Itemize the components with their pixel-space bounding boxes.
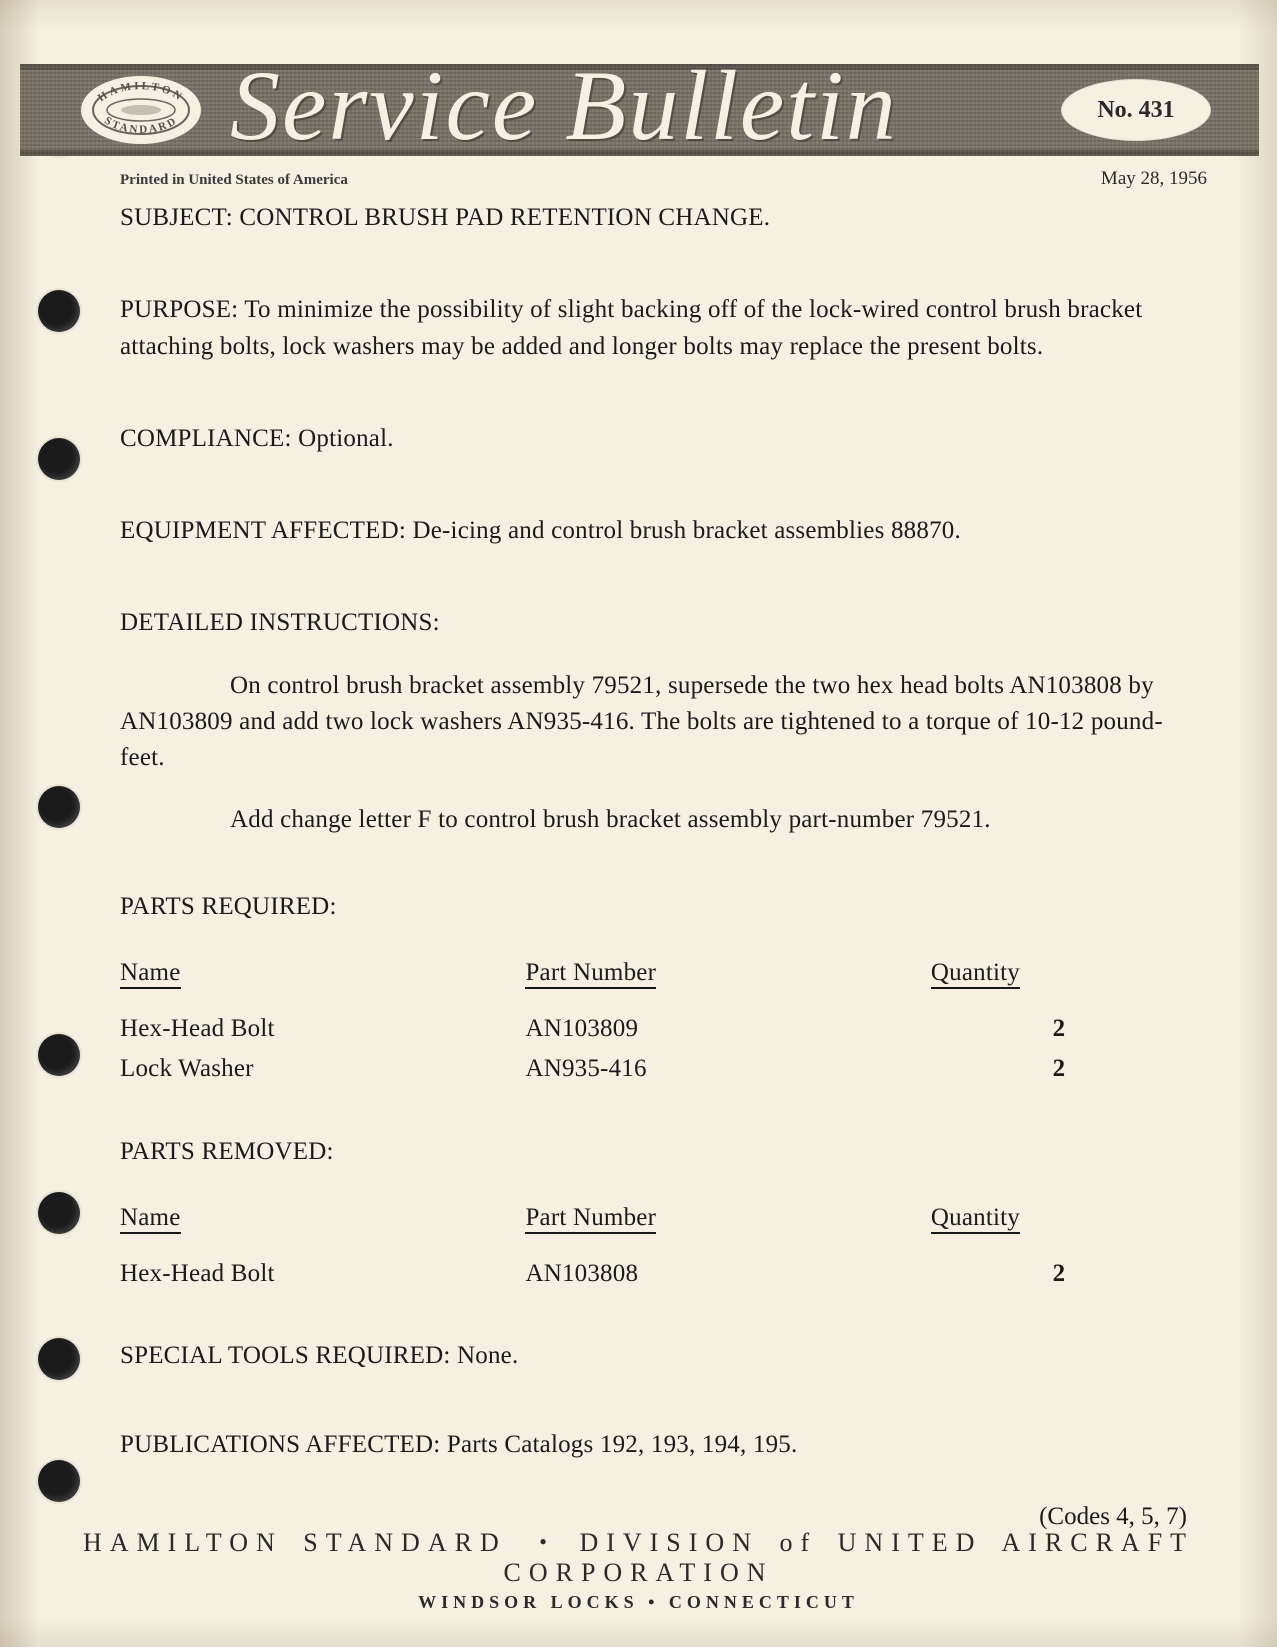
footer-division: DIVISION of UNITED AIRCRAFT CORPORATION	[503, 1528, 1194, 1587]
publications-section: PUBLICATIONS AFFECTED: Parts Catalogs 19…	[120, 1427, 1187, 1463]
compliance-text: Optional.	[298, 425, 394, 452]
part-name: Lock Washer	[120, 1049, 525, 1089]
col-qty-header: Quantity	[931, 1204, 1020, 1234]
instructions-para-2: Add change letter F to control brush bra…	[120, 802, 1187, 838]
punch-hole	[38, 1034, 80, 1076]
table-row: Lock Washer AN935-416 2	[120, 1049, 1187, 1089]
compliance-label: COMPLIANCE:	[120, 425, 292, 452]
header-banner: HAMILTON STANDARD Service Bulletin No. 4…	[20, 64, 1259, 156]
purpose-text: To minimize the possibility of slight ba…	[120, 296, 1142, 359]
col-part-header: Part Number	[525, 959, 656, 989]
col-part-header: Part Number	[525, 1204, 656, 1234]
subject-label: SUBJECT:	[120, 204, 233, 231]
part-number: AN103809	[525, 1009, 930, 1049]
table-row: Hex-Head Bolt AN103808 2	[120, 1254, 1187, 1294]
part-number: AN935-416	[525, 1049, 930, 1089]
codes: (Codes 4, 5, 7)	[1039, 1503, 1187, 1531]
instructions-section: DETAILED INSTRUCTIONS: On control brush …	[120, 605, 1187, 838]
part-name: Hex-Head Bolt	[120, 1009, 525, 1049]
purpose-section: PURPOSE: To minimize the possibility of …	[120, 292, 1187, 365]
parts-required-table: Name Part Number Quantity Hex-Head Bolt …	[120, 951, 1187, 1090]
subject-text: CONTROL BRUSH PAD RETENTION CHANGE.	[239, 204, 770, 231]
col-name-header: Name	[120, 959, 181, 989]
special-tools-label: SPECIAL TOOLS REQUIRED:	[120, 1342, 451, 1369]
parts-removed-section: PARTS REMOVED: Name Part Number Quantity…	[120, 1134, 1187, 1295]
parts-required-section: PARTS REQUIRED: Name Part Number Quantit…	[120, 889, 1187, 1090]
parts-required-label: PARTS REQUIRED:	[120, 889, 1187, 925]
col-name-header: Name	[120, 1204, 181, 1234]
equipment-text: De-icing and control brush bracket assem…	[412, 517, 960, 544]
printed-in: Printed in United States of America	[120, 172, 348, 189]
part-qty: 2	[931, 1049, 1187, 1089]
punch-hole	[38, 786, 80, 828]
parts-removed-label: PARTS REMOVED:	[120, 1134, 1187, 1170]
instructions-label: DETAILED INSTRUCTIONS:	[120, 605, 1187, 641]
part-qty: 2	[931, 1009, 1187, 1049]
purpose-label: PURPOSE:	[120, 296, 238, 323]
compliance-section: COMPLIANCE: Optional.	[120, 421, 1187, 457]
publications-label: PUBLICATIONS AFFECTED:	[120, 1431, 440, 1458]
special-tools-section: SPECIAL TOOLS REQUIRED: None.	[120, 1338, 1187, 1374]
equipment-label: EQUIPMENT AFFECTED:	[120, 517, 406, 544]
equipment-section: EQUIPMENT AFFECTED: De-icing and control…	[120, 513, 1187, 549]
subject-section: SUBJECT: CONTROL BRUSH PAD RETENTION CHA…	[120, 200, 1187, 236]
part-qty: 2	[931, 1254, 1187, 1294]
issue-date: May 28, 1956	[1101, 168, 1207, 190]
bulletin-number: No. 431	[1061, 79, 1211, 141]
punch-hole	[38, 1192, 80, 1234]
table-row: Hex-Head Bolt AN103809 2	[120, 1009, 1187, 1049]
instructions-para-1: On control brush bracket assembly 79521,…	[120, 668, 1187, 777]
col-qty-header: Quantity	[931, 959, 1020, 989]
punch-hole	[38, 290, 80, 332]
footer-location: WINDSOR LOCKS • CONNECTICUT	[0, 1592, 1277, 1613]
footer: HAMILTON STANDARD • DIVISION of UNITED A…	[0, 1528, 1277, 1613]
page: HAMILTON STANDARD Service Bulletin No. 4…	[0, 0, 1277, 1647]
punch-hole	[38, 1338, 80, 1380]
footer-company: HAMILTON STANDARD	[83, 1528, 507, 1557]
bullet-icon: •	[527, 1529, 559, 1554]
hamilton-standard-logo: HAMILTON STANDARD	[76, 70, 206, 150]
bulletin-title: Service Bulletin	[230, 56, 1019, 158]
punch-hole	[38, 1460, 80, 1502]
parts-removed-table: Name Part Number Quantity Hex-Head Bolt …	[120, 1196, 1187, 1295]
publications-text: Parts Catalogs 192, 193, 194, 195.	[447, 1431, 798, 1458]
part-number: AN103808	[525, 1254, 930, 1294]
punch-hole	[38, 438, 80, 480]
special-tools-text: None.	[457, 1342, 518, 1369]
part-name: Hex-Head Bolt	[120, 1254, 525, 1294]
